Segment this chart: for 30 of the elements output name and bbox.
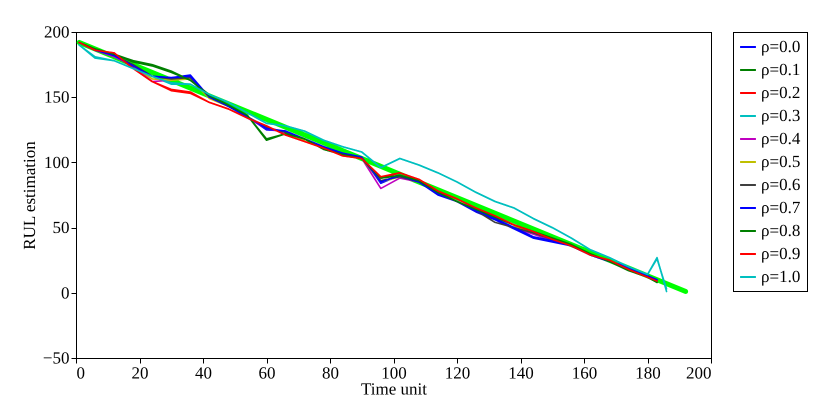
- x-tick-label: 180: [635, 364, 661, 382]
- legend-label: ρ=0.3: [761, 106, 800, 125]
- y-tick-label: 150: [44, 88, 70, 107]
- legend-label: ρ=0.8: [761, 221, 800, 240]
- x-tick-label: 200: [686, 364, 712, 382]
- y-axis-title: RUL estimation: [20, 140, 39, 250]
- x-axis-title: Time unit: [361, 380, 428, 398]
- legend-label: ρ=0.0: [761, 37, 800, 56]
- y-tick-label: 200: [44, 22, 70, 42]
- x-tick-label: 140: [508, 364, 534, 382]
- y-tick-label: 0: [61, 283, 70, 302]
- y-tick-label: −50: [42, 348, 70, 368]
- legend-label: ρ=0.4: [761, 129, 801, 148]
- legend-label: ρ=0.2: [761, 83, 800, 102]
- x-tick-label: 160: [572, 364, 598, 382]
- x-tick-label: 100: [381, 364, 407, 382]
- x-tick-label: 20: [132, 364, 148, 382]
- legend-label: ρ=1.0: [761, 267, 800, 286]
- x-tick-label: 60: [258, 364, 276, 382]
- y-tick-label: 100: [44, 152, 70, 172]
- x-tick-label: 0: [76, 364, 85, 382]
- legend-label: ρ=0.7: [761, 198, 801, 217]
- x-tick-label: 40: [195, 364, 212, 382]
- legend-label: ρ=0.1: [761, 60, 800, 79]
- y-tick-label: 50: [52, 218, 70, 238]
- legend-label: ρ=0.6: [761, 175, 800, 194]
- legend-label: ρ=0.5: [761, 152, 800, 171]
- legend-label: ρ=0.9: [761, 244, 800, 263]
- x-tick-label: 120: [444, 364, 470, 382]
- x-tick-label: 80: [322, 364, 339, 382]
